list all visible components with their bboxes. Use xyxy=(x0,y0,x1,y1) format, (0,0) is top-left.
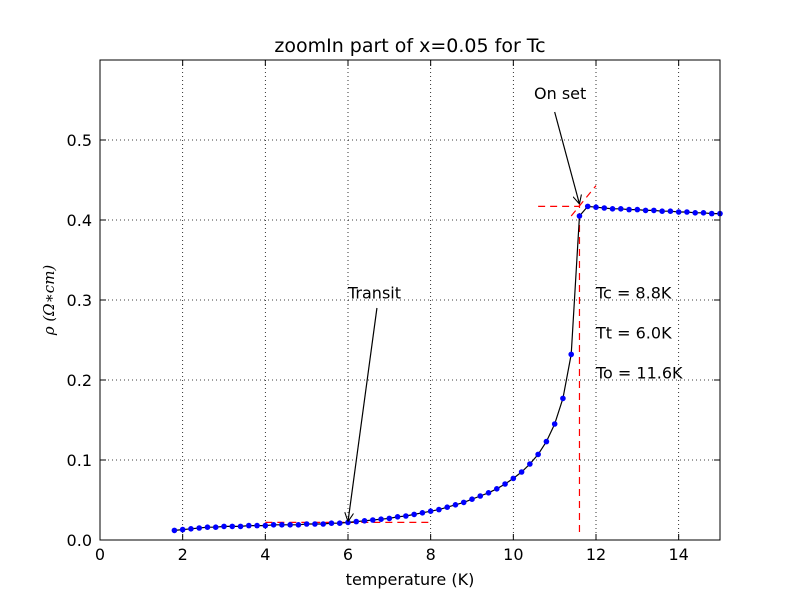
series-layer xyxy=(171,203,723,534)
annotation-text: Transit xyxy=(347,283,401,302)
x-tick-label: 6 xyxy=(343,545,353,564)
data-point xyxy=(518,469,525,475)
y-tick-label: 0.3 xyxy=(67,291,92,310)
chart-title: zoomIn part of x=0.05 for Tc xyxy=(274,35,545,57)
reference-dashed-line xyxy=(570,185,597,217)
data-point xyxy=(179,526,186,533)
data-point xyxy=(320,521,327,527)
data-point xyxy=(254,522,260,529)
data-point xyxy=(287,522,293,528)
x-axis-label: temperature (K) xyxy=(346,570,475,589)
reference-lines xyxy=(265,185,597,532)
y-tick-label: 0.1 xyxy=(67,451,92,470)
y-tick-label: 0.2 xyxy=(67,371,92,390)
data-point xyxy=(436,506,442,513)
data-point xyxy=(295,522,302,528)
data-point xyxy=(576,213,583,219)
data-point xyxy=(336,520,343,526)
data-point xyxy=(618,206,624,212)
annotation-text: To = 11.6K xyxy=(595,363,683,382)
data-point xyxy=(568,351,574,358)
annotation-text: Tt = 6.0K xyxy=(595,323,672,342)
data-point xyxy=(419,510,426,516)
data-point xyxy=(460,499,467,506)
data-point xyxy=(469,496,475,503)
x-tick-label: 10 xyxy=(503,545,523,564)
data-point xyxy=(494,486,500,492)
data-point xyxy=(609,206,616,212)
data-point xyxy=(551,421,558,427)
x-tick-label: 8 xyxy=(426,545,436,564)
data-point xyxy=(510,475,517,482)
data-point xyxy=(642,207,649,214)
data-point xyxy=(246,522,252,529)
axis-ticks: 0 2 4 6 8 10 12 14 0.0 0.1 0.2 0.3 0.4 0.5 xyxy=(67,60,720,564)
data-point xyxy=(312,521,318,527)
data-point xyxy=(361,518,368,524)
data-point xyxy=(204,524,211,530)
data-point xyxy=(452,502,459,508)
data-point xyxy=(684,209,690,215)
data-point xyxy=(328,520,335,526)
y-tick-label: 0.0 xyxy=(67,531,92,550)
y-tick-label: 0.4 xyxy=(67,211,92,230)
data-point xyxy=(196,525,202,531)
data-point xyxy=(229,523,236,530)
annotations: On set Transit Tc = 8.8K Tt = 6.0K To = 11.6… xyxy=(347,84,683,521)
data-point xyxy=(270,522,277,528)
data-point xyxy=(626,206,632,213)
data-point xyxy=(502,481,508,487)
data-point xyxy=(171,527,178,534)
data-point xyxy=(601,205,608,211)
x-tick-label: 12 xyxy=(586,545,606,564)
data-point xyxy=(667,208,674,214)
data-point xyxy=(593,204,599,210)
data-point xyxy=(370,517,376,523)
data-point xyxy=(485,490,492,496)
data-point xyxy=(584,203,591,210)
data-point xyxy=(411,511,417,518)
data-point xyxy=(708,210,715,217)
x-tick-label: 14 xyxy=(668,545,688,564)
data-point xyxy=(188,526,194,532)
data-point xyxy=(543,438,550,445)
data-point xyxy=(659,208,665,214)
data-point xyxy=(444,504,451,511)
annotation-text: Tc = 8.8K xyxy=(595,283,672,302)
annotation-arrow xyxy=(554,111,580,204)
data-point xyxy=(427,508,434,514)
x-tick-label: 0 xyxy=(95,545,105,564)
data-point xyxy=(527,461,533,467)
y-axis-label: ρ (Ω∗cm) xyxy=(40,265,58,337)
data-point xyxy=(692,210,698,216)
data-point xyxy=(237,523,244,530)
annotation-arrow xyxy=(348,307,378,522)
data-point xyxy=(651,207,657,214)
grid xyxy=(100,60,720,540)
data-point xyxy=(386,515,393,522)
data-point xyxy=(303,521,310,527)
data-point xyxy=(700,210,707,216)
y-tick-label: 0.5 xyxy=(67,131,92,150)
data-point xyxy=(477,493,484,499)
data-point xyxy=(634,206,641,213)
data-point xyxy=(403,513,409,519)
data-point xyxy=(394,514,401,520)
x-tick-label: 4 xyxy=(260,545,270,564)
annotation-text: On set xyxy=(534,84,586,103)
data-point xyxy=(279,522,285,528)
data-point xyxy=(378,516,384,522)
data-point xyxy=(262,522,269,529)
data-point xyxy=(221,523,227,530)
data-point xyxy=(675,209,682,215)
data-point xyxy=(212,524,219,530)
data-point xyxy=(353,518,360,525)
x-tick-label: 2 xyxy=(178,545,188,564)
data-point xyxy=(535,451,541,458)
data-point xyxy=(560,395,566,402)
